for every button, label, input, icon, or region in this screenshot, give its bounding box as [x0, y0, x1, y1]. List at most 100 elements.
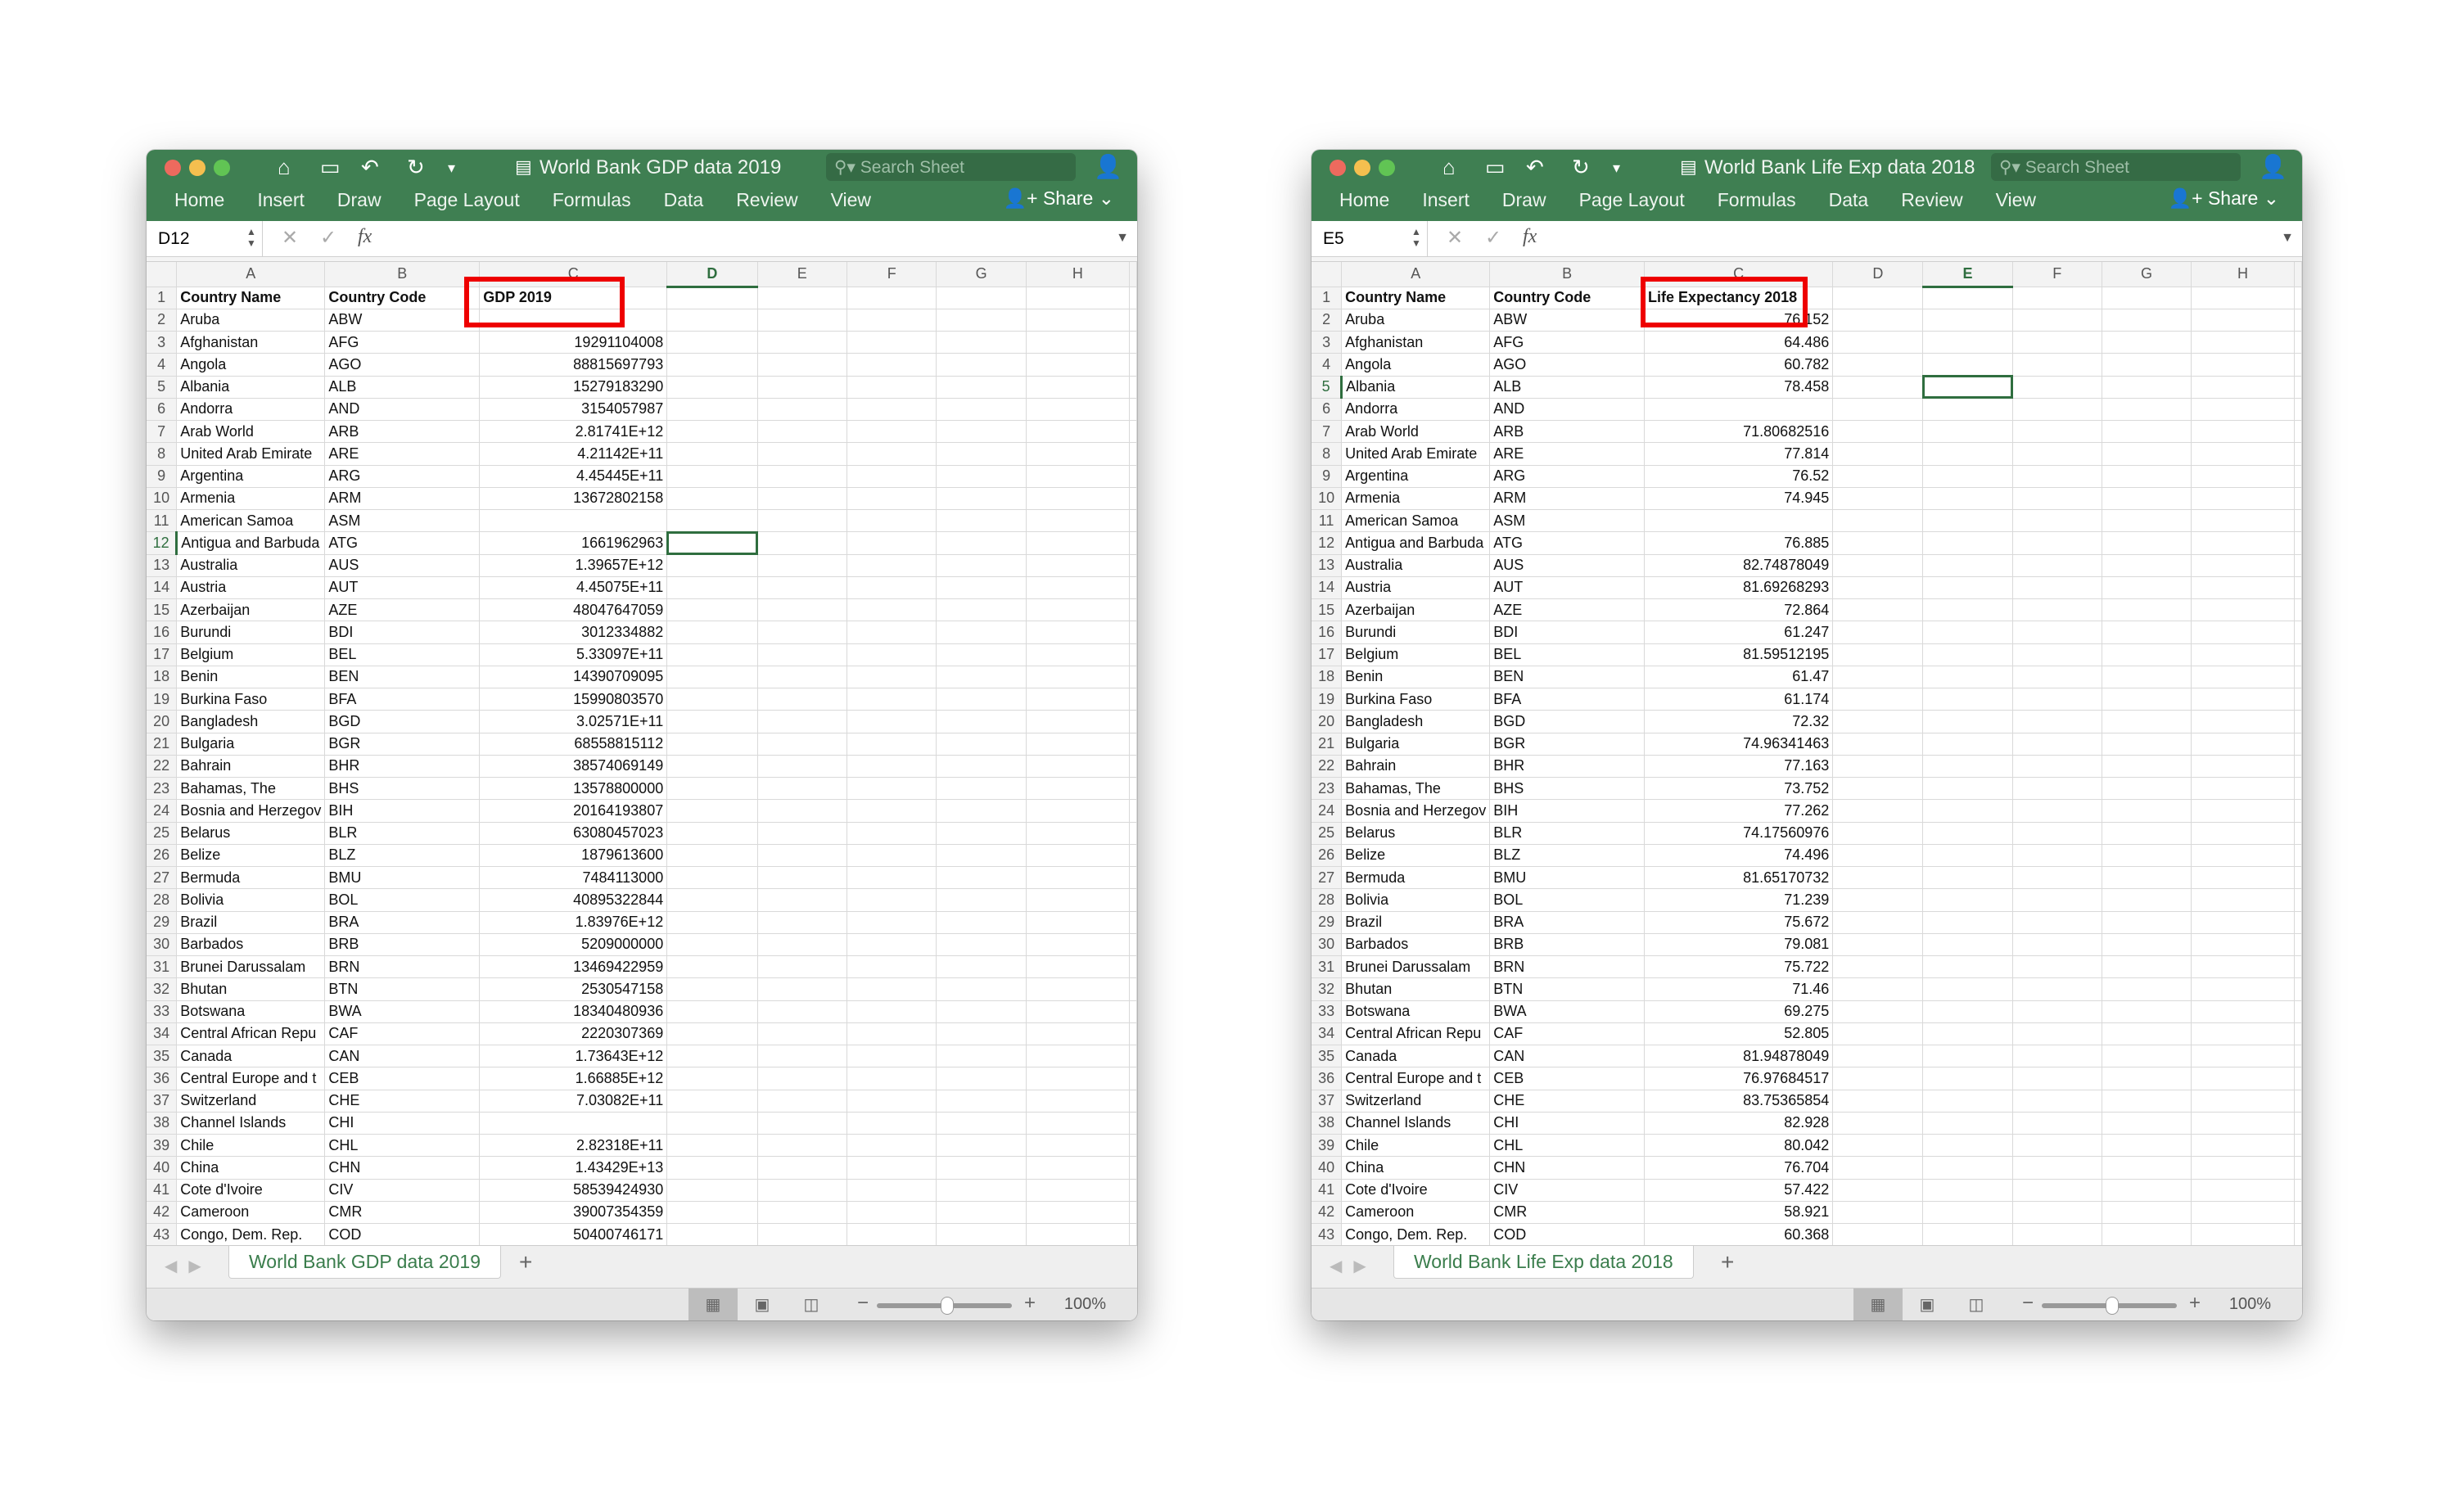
row-header[interactable]: 3: [147, 331, 178, 354]
cell-country-code[interactable]: AUS: [1489, 554, 1646, 577]
cell-empty[interactable]: [847, 598, 937, 622]
ribbon-tab[interactable]: Review: [1901, 189, 1963, 210]
cell-empty[interactable]: [1832, 509, 1924, 533]
cell-empty[interactable]: [2012, 955, 2102, 979]
cell-empty[interactable]: [2012, 799, 2102, 823]
cell-empty[interactable]: [1129, 420, 1137, 444]
normal-view-icon[interactable]: ▦: [1853, 1289, 1903, 1320]
cell-empty[interactable]: [1026, 799, 1131, 823]
cell-country-code[interactable]: BEN: [324, 666, 481, 689]
cell-empty[interactable]: [847, 531, 937, 555]
cell-value[interactable]: 88815697793: [479, 353, 668, 377]
cell-country-code[interactable]: ASM: [1489, 509, 1646, 533]
cell-empty[interactable]: [1922, 509, 2013, 533]
ribbon-tab[interactable]: Insert: [1422, 189, 1470, 210]
cell-empty[interactable]: [847, 822, 937, 845]
cell-empty[interactable]: [1922, 755, 2013, 779]
cell-empty[interactable]: [2012, 911, 2102, 934]
cell-empty[interactable]: [2012, 353, 2102, 377]
cell-empty[interactable]: [666, 666, 758, 689]
row-header[interactable]: 38: [147, 1112, 178, 1135]
cell-empty[interactable]: [2102, 1201, 2192, 1225]
cell-empty[interactable]: [1129, 621, 1137, 644]
cell-empty[interactable]: [2102, 933, 2192, 957]
cell-country-name[interactable]: Bulgaria: [176, 733, 326, 756]
cell-country-code[interactable]: ARM: [1489, 487, 1646, 511]
cell-value[interactable]: 83.75365854: [1644, 1090, 1834, 1113]
cell-country-name[interactable]: Switzerland: [176, 1090, 326, 1113]
cell-empty[interactable]: [666, 710, 758, 733]
cell-country-code[interactable]: AZE: [324, 598, 481, 622]
cell-country-name[interactable]: Benin: [1341, 666, 1491, 689]
cell-empty[interactable]: [1922, 1156, 2013, 1180]
cell-empty[interactable]: [1922, 1223, 2013, 1247]
cell-empty[interactable]: [2294, 1022, 2302, 1046]
cell-empty[interactable]: [1832, 933, 1924, 957]
zoom-in-icon[interactable]: +: [2189, 1292, 2201, 1314]
cell-empty[interactable]: [1026, 376, 1131, 399]
cell-empty[interactable]: [666, 487, 758, 511]
cell-empty[interactable]: [936, 688, 1027, 711]
cell-country-code[interactable]: BHS: [324, 777, 481, 801]
cell-country-name[interactable]: Cote d'Ivoire: [1341, 1179, 1491, 1202]
cell-empty[interactable]: [847, 888, 937, 912]
cell-country-name[interactable]: Bahamas, The: [176, 777, 326, 801]
cell-value[interactable]: 77.262: [1644, 799, 1834, 823]
cell-empty[interactable]: [2102, 1045, 2192, 1068]
cell-country-name[interactable]: Barbados: [1341, 933, 1491, 957]
cell-country-name[interactable]: United Arab Emirate: [1341, 442, 1491, 466]
row-header[interactable]: 3: [1312, 331, 1343, 354]
cell-empty[interactable]: [1832, 531, 1924, 555]
cell-empty[interactable]: [2294, 576, 2302, 600]
cell-empty[interactable]: [2102, 643, 2192, 666]
cell-value[interactable]: 1661962963: [479, 531, 668, 555]
cell-country-name[interactable]: Arab World: [1341, 420, 1491, 444]
column-header[interactable]: F: [2012, 262, 2102, 287]
cell-country-name[interactable]: American Samoa: [1341, 509, 1491, 533]
cell-empty[interactable]: [1026, 866, 1131, 890]
cell-country-code[interactable]: AND: [1489, 398, 1646, 422]
cell-empty[interactable]: [2012, 309, 2102, 332]
cell-empty[interactable]: [757, 1045, 848, 1068]
cell-empty[interactable]: [757, 442, 848, 466]
cell-empty[interactable]: [2012, 822, 2102, 845]
cell-empty[interactable]: [1832, 1201, 1924, 1225]
column-header[interactable]: C: [1644, 262, 1834, 287]
row-header[interactable]: 28: [147, 888, 178, 912]
ribbon-tab[interactable]: View: [830, 189, 872, 210]
ribbon-tab[interactable]: Data: [1828, 189, 1869, 210]
ribbon-tab[interactable]: Insert: [257, 189, 305, 210]
cell-value[interactable]: 4.21142E+11: [479, 442, 668, 466]
cell-empty[interactable]: [666, 866, 758, 890]
cell-country-name[interactable]: Andorra: [1341, 398, 1491, 422]
cell-empty[interactable]: [1832, 331, 1924, 354]
cell-country-name[interactable]: Antigua and Barbuda: [1341, 531, 1491, 555]
cell-empty[interactable]: [2191, 309, 2295, 332]
cell-empty[interactable]: [2012, 666, 2102, 689]
ribbon-tab[interactable]: Formulas: [1717, 189, 1796, 210]
cell-empty[interactable]: [2012, 287, 2102, 309]
cell-country-name[interactable]: Armenia: [176, 487, 326, 511]
cell-empty[interactable]: [2191, 933, 2295, 957]
cell-empty[interactable]: [2102, 576, 2192, 600]
row-header[interactable]: 22: [147, 755, 178, 779]
cell-value[interactable]: GDP 2019: [479, 287, 668, 309]
cell-empty[interactable]: [1026, 398, 1131, 422]
cell-empty[interactable]: [666, 799, 758, 823]
cell-empty[interactable]: [1026, 1000, 1131, 1023]
cell-value[interactable]: 14390709095: [479, 666, 668, 689]
cell-empty[interactable]: [1129, 844, 1137, 868]
cell-empty[interactable]: [2012, 598, 2102, 622]
row-header[interactable]: 21: [1312, 733, 1343, 756]
cell-empty[interactable]: [1026, 509, 1131, 533]
cell-empty[interactable]: [2012, 643, 2102, 666]
cell-empty[interactable]: [757, 465, 848, 488]
cell-empty[interactable]: [847, 1067, 937, 1090]
column-header[interactable]: D: [666, 262, 758, 288]
redo-icon[interactable]: ↻: [407, 155, 425, 179]
cell-empty[interactable]: [2294, 331, 2302, 354]
cell-empty[interactable]: [1026, 1179, 1131, 1202]
cell-empty[interactable]: [1922, 1067, 2013, 1090]
cell-empty[interactable]: [936, 1045, 1027, 1068]
